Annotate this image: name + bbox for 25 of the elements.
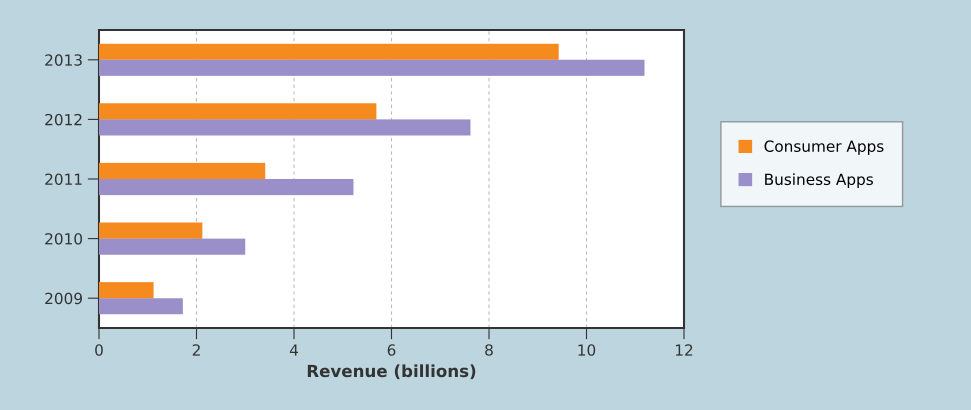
bar	[99, 162, 266, 179]
x-tick-label: 2	[192, 344, 200, 356]
bar	[99, 298, 183, 314]
y-tick-label: 2010	[45, 233, 82, 245]
bar	[99, 179, 354, 196]
y-tick-label: 2009	[45, 292, 82, 304]
bar	[99, 282, 154, 298]
y-tick-label: 2012	[45, 114, 82, 126]
bar	[99, 103, 376, 120]
bar	[99, 60, 645, 76]
x-tick-label: 4	[290, 344, 298, 356]
x-tick-label: 8	[485, 344, 493, 356]
x-tick-label: 10	[578, 344, 596, 356]
bar	[99, 222, 202, 239]
legend-label: Business Apps	[765, 173, 873, 188]
y-tick-label: 2011	[45, 173, 82, 186]
y-tick-label: 2013	[45, 54, 82, 66]
legend-label: Consumer Apps	[764, 140, 884, 155]
bar	[99, 238, 246, 255]
x-tick-label: 0	[95, 344, 103, 356]
bar	[99, 119, 470, 136]
bar	[99, 44, 559, 60]
x-tick-label: 12	[676, 344, 692, 356]
x-axis-title: Revenue (billions)	[308, 364, 476, 380]
x-tick-label: 6	[388, 344, 396, 356]
